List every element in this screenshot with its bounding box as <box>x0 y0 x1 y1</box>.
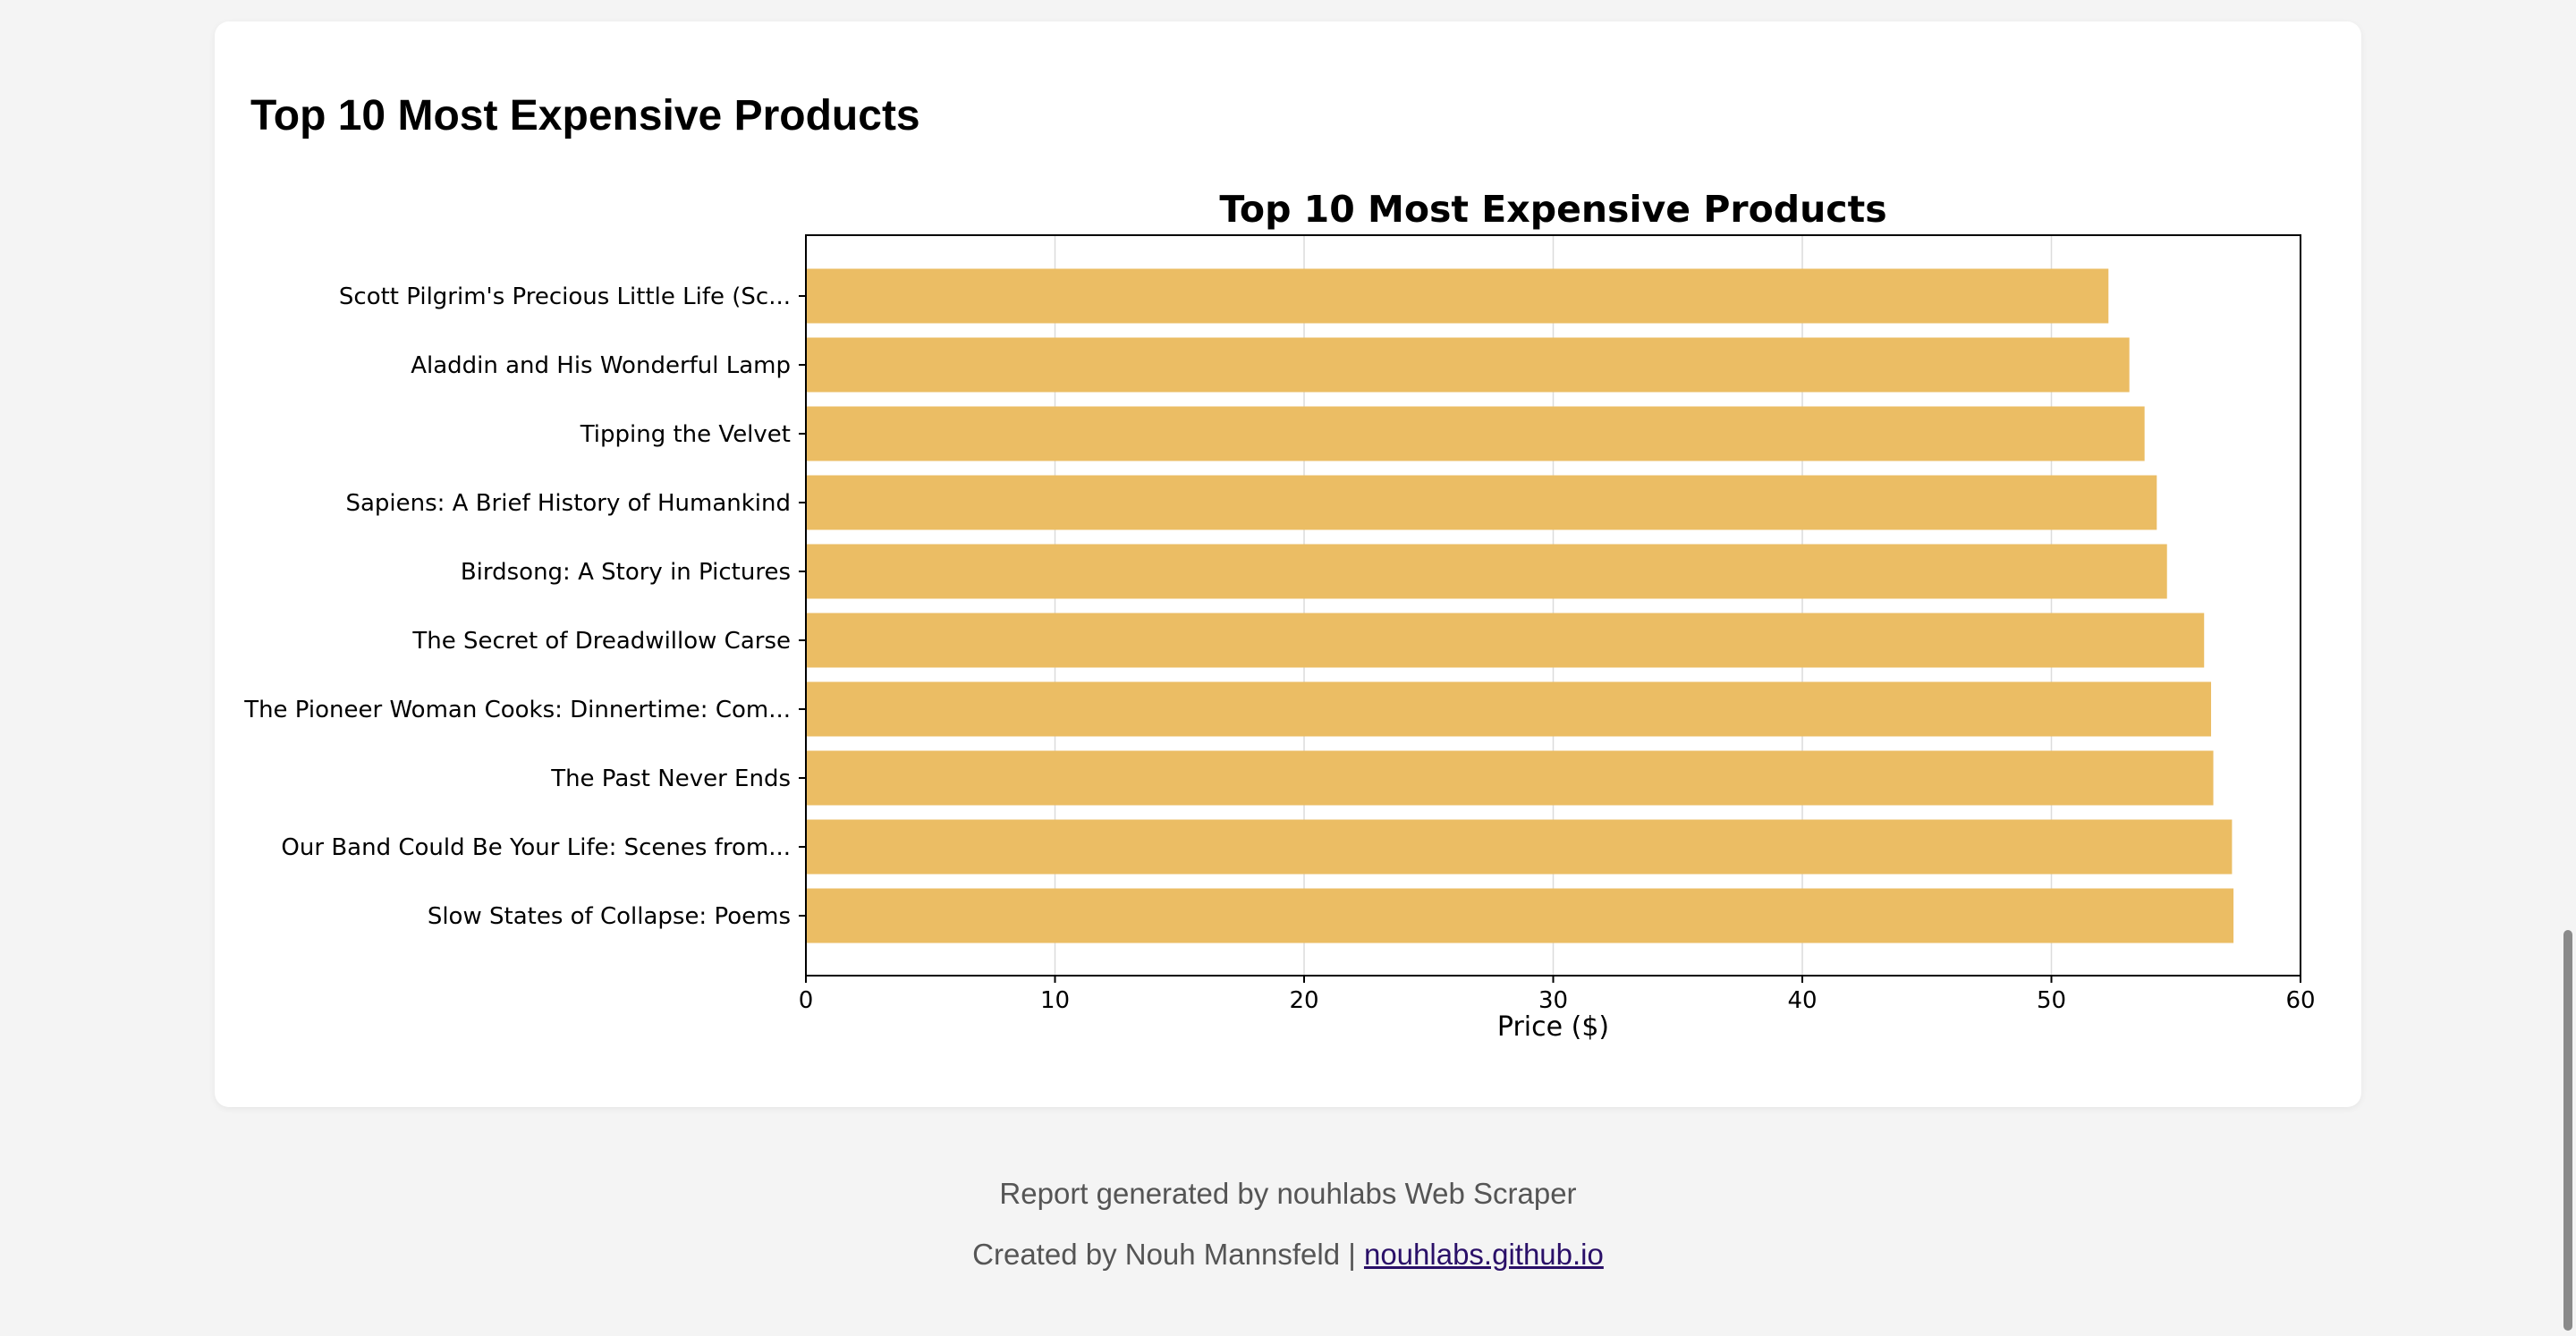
bar-7 <box>806 681 2212 737</box>
x-tick-label-0: 0 <box>799 987 814 1014</box>
x-tick-label-2: 20 <box>1289 987 1318 1014</box>
y-tick-label-7: The Pioneer Woman Cooks: Dinnertime: Com… <box>243 697 791 723</box>
price-bar-chart: Top 10 Most Expensive Products Scott Pilg… <box>243 188 2315 1043</box>
y-tick-label-9: Our Band Could Be Your Life: Scenes from… <box>281 834 791 861</box>
x-tick-label-5: 50 <box>2037 987 2066 1014</box>
y-tick-label-6: The Secret of Dreadwillow Carse <box>411 628 791 655</box>
bar-1 <box>806 268 2109 324</box>
bar-10 <box>806 888 2234 943</box>
report-generated-text: Report generated by nouhlabs Web Scraper <box>0 1176 2576 1212</box>
x-tick-label-3: 30 <box>1538 987 1568 1014</box>
x-tick-label-1: 10 <box>1040 987 1070 1014</box>
bar-9 <box>806 819 2233 875</box>
section-title: Top 10 Most Expensive Products <box>250 92 920 140</box>
y-tick-label-5: Birdsong: A Story in Pictures <box>461 559 791 586</box>
report-generated-label: Report generated by nouhlabs Web Scraper <box>999 1177 1577 1210</box>
created-by-label: Created by Nouh Mannsfeld | <box>972 1238 1364 1271</box>
y-tick-label-3: Tipping the Velvet <box>580 421 791 448</box>
x-tick-label-4: 40 <box>1787 987 1817 1014</box>
bar-2 <box>806 337 2130 393</box>
bar-3 <box>806 406 2145 461</box>
x-axis-label: Price ($) <box>1497 1011 1609 1043</box>
y-tick-label-2: Aladdin and His Wonderful Lamp <box>411 352 791 379</box>
page-scrollbar[interactable] <box>2560 0 2576 1336</box>
created-by-line: Created by Nouh Mannsfeld | nouhlabs.git… <box>0 1237 2576 1273</box>
y-tick-label-10: Slow States of Collapse: Poems <box>428 903 791 930</box>
scrollbar-thumb[interactable] <box>2563 930 2572 1331</box>
y-tick-label-8: The Past Never Ends <box>550 765 791 792</box>
bar-5 <box>806 544 2167 599</box>
chart-title: Top 10 Most Expensive Products <box>1219 188 1886 231</box>
chart-card: Top 10 Most Expensive Products Top 10 Mo… <box>215 21 2361 1107</box>
bar-6 <box>806 613 2205 668</box>
x-tick-label-6: 60 <box>2285 987 2315 1014</box>
bar-4 <box>806 475 2157 530</box>
y-tick-label-1: Scott Pilgrim's Precious Little Life (Sc… <box>339 283 791 310</box>
bar-8 <box>806 750 2214 806</box>
github-io-link[interactable]: nouhlabs.github.io <box>1363 1238 1604 1271</box>
y-tick-label-4: Sapiens: A Brief History of Humankind <box>345 490 791 517</box>
